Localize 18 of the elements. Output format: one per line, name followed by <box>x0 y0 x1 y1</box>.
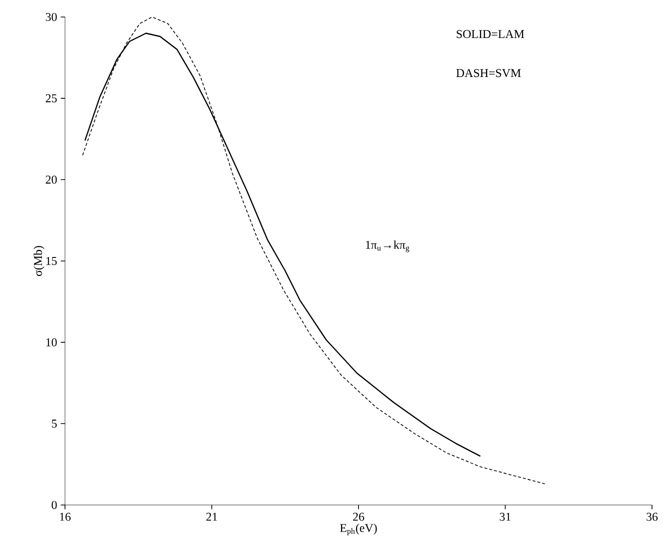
annotation: DASH=SVM <box>456 69 521 78</box>
x-tick-label: 31 <box>500 512 511 521</box>
x-axis-title: E$_{ph}$(eV) <box>340 524 377 536</box>
annotation: SOLID=LAM <box>456 30 524 38</box>
line-series <box>82 16 546 484</box>
y-tick-label: 20 <box>46 176 57 184</box>
y-tick-label: 30 <box>46 12 57 22</box>
x-tick-label: 26 <box>353 512 364 521</box>
y-tick-label: 10 <box>46 338 57 346</box>
y-tick-label: 0 <box>52 500 57 510</box>
y-tick-label: 15 <box>46 256 57 265</box>
annotation: 1π$_{u}$→kπ$_{g}$ <box>366 240 410 252</box>
y-axis-title: σ(Mb) <box>34 246 44 276</box>
y-tick-label: 5 <box>52 420 57 428</box>
x-tick-label: 36 <box>646 512 658 521</box>
x-tick-label: 21 <box>206 512 218 521</box>
x-tick-label: 16 <box>60 512 71 521</box>
y-tick-label: 25 <box>46 94 57 102</box>
